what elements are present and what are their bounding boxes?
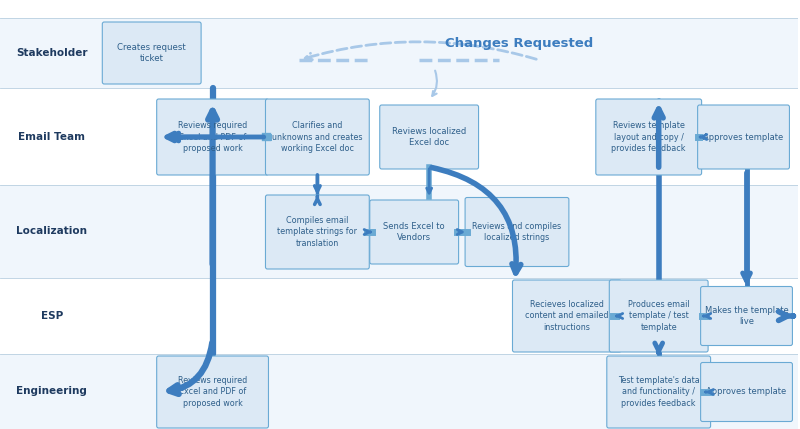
Text: Changes Requested: Changes Requested [445,36,593,49]
FancyBboxPatch shape [701,363,793,422]
Text: Clarifies and
unknowns and creates
working Excel doc: Clarifies and unknowns and creates worki… [272,121,362,153]
FancyBboxPatch shape [157,99,269,175]
Bar [0,18,798,88]
Bar [0,185,798,278]
Text: Reviews and compiles
localized strings: Reviews and compiles localized strings [473,222,562,242]
FancyBboxPatch shape [102,22,201,84]
Text: Reviews localized
Excel doc: Reviews localized Excel doc [392,127,466,147]
Text: Test template's data
and functionality /
provides feedback: Test template's data and functionality /… [618,376,699,408]
Text: Creates request
ticket: Creates request ticket [118,43,186,63]
Text: Email Team: Email Team [18,132,86,142]
Text: Sends Excel to
Vendors: Sends Excel to Vendors [383,222,445,242]
FancyBboxPatch shape [701,287,793,345]
FancyBboxPatch shape [266,195,370,269]
FancyBboxPatch shape [610,280,708,352]
FancyBboxPatch shape [607,356,710,428]
FancyBboxPatch shape [370,200,458,264]
FancyBboxPatch shape [513,280,622,352]
Bar [0,278,798,354]
FancyBboxPatch shape [266,99,370,175]
Bar [0,354,798,429]
Text: Recieves localized
content and emailed
instructions: Recieves localized content and emailed i… [525,300,609,332]
Text: Compiles email
template strings for
translation: Compiles email template strings for tran… [278,216,358,248]
Text: Reviews required
Excel and PDF of
proposed work: Reviews required Excel and PDF of propos… [178,376,247,408]
Text: Stakeholder: Stakeholder [16,48,88,58]
Text: Produces email
template / test
template: Produces email template / test template [628,300,690,332]
Text: Approves template: Approves template [703,133,784,142]
Text: Makes the template
live: Makes the template live [705,306,789,326]
FancyBboxPatch shape [698,105,790,169]
Text: Approves template: Approves template [706,387,786,396]
Text: Reviews required
Excel and PDF of
proposed work: Reviews required Excel and PDF of propos… [178,121,247,153]
FancyBboxPatch shape [465,197,569,266]
Text: Engineering: Engineering [17,387,87,396]
Bar [0,88,798,185]
Text: Reviews template
layout and copy /
provides feedback: Reviews template layout and copy / provi… [611,121,686,153]
Text: ESP: ESP [41,311,63,321]
Text: Localization: Localization [16,227,87,236]
FancyBboxPatch shape [380,105,478,169]
FancyBboxPatch shape [157,356,269,428]
FancyBboxPatch shape [596,99,702,175]
